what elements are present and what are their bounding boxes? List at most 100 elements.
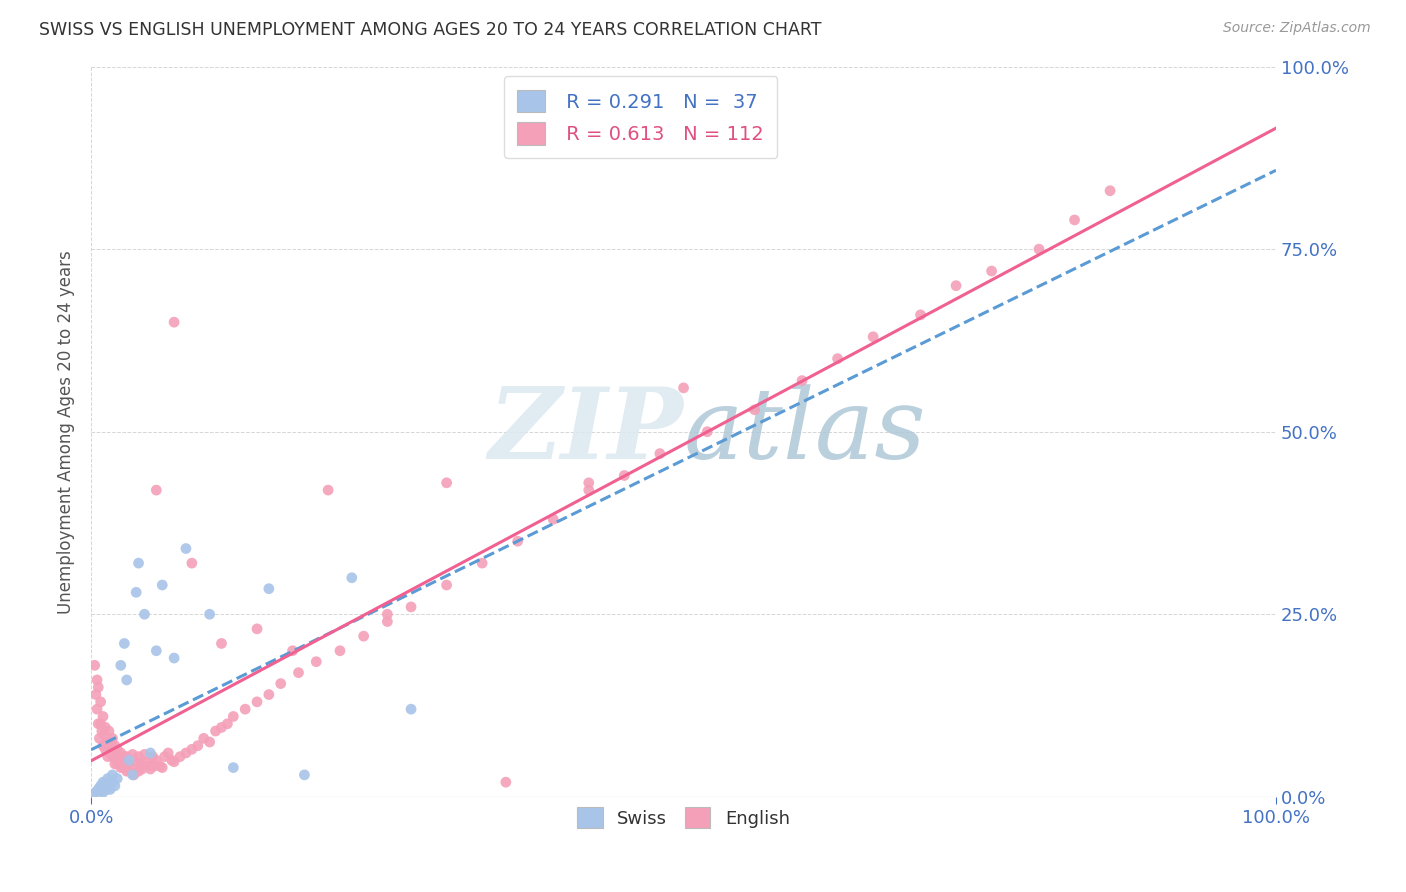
Point	[104, 779, 127, 793]
Point	[180, 556, 202, 570]
Point	[97, 772, 120, 786]
Point	[648, 447, 671, 461]
Point	[97, 724, 120, 739]
Point	[353, 629, 375, 643]
Point	[211, 720, 233, 734]
Point	[91, 709, 114, 723]
Point	[399, 599, 422, 614]
Legend: Swiss, English: Swiss, English	[569, 800, 797, 835]
Point	[83, 658, 105, 673]
Point	[120, 753, 142, 767]
Point	[100, 735, 122, 749]
Point	[399, 702, 422, 716]
Point	[134, 607, 156, 622]
Point	[1063, 213, 1085, 227]
Point	[329, 644, 352, 658]
Point	[105, 772, 128, 786]
Text: SWISS VS ENGLISH UNEMPLOYMENT AMONG AGES 20 TO 24 YEARS CORRELATION CHART: SWISS VS ENGLISH UNEMPLOYMENT AMONG AGES…	[39, 21, 823, 38]
Point	[136, 759, 159, 773]
Point	[93, 728, 115, 742]
Text: atlas: atlas	[683, 384, 927, 479]
Text: Source: ZipAtlas.com: Source: ZipAtlas.com	[1223, 21, 1371, 35]
Point	[193, 731, 215, 746]
Point	[89, 780, 111, 795]
Point	[217, 716, 239, 731]
Point	[471, 556, 494, 570]
Point	[110, 658, 132, 673]
Point	[90, 779, 112, 793]
Point	[163, 315, 186, 329]
Point	[89, 731, 111, 746]
Point	[744, 402, 766, 417]
Point	[117, 756, 139, 771]
Point	[101, 768, 124, 782]
Point	[145, 483, 167, 497]
Point	[436, 578, 458, 592]
Point	[142, 749, 165, 764]
Point	[160, 753, 183, 767]
Point	[125, 755, 148, 769]
Point	[104, 756, 127, 771]
Point	[91, 785, 114, 799]
Point	[112, 756, 135, 771]
Point	[121, 762, 143, 776]
Point	[97, 739, 120, 753]
Point	[305, 655, 328, 669]
Point	[150, 578, 173, 592]
Point	[145, 753, 167, 767]
Point	[139, 746, 162, 760]
Point	[111, 753, 134, 767]
Point	[90, 695, 112, 709]
Point	[211, 636, 233, 650]
Point	[118, 753, 141, 767]
Point	[153, 749, 176, 764]
Point	[115, 764, 138, 779]
Point	[103, 746, 125, 760]
Point	[87, 716, 110, 731]
Point	[131, 762, 153, 776]
Point	[110, 746, 132, 760]
Point	[87, 680, 110, 694]
Point	[316, 483, 339, 497]
Point	[129, 756, 152, 771]
Point	[142, 759, 165, 773]
Point	[83, 786, 105, 800]
Point	[112, 761, 135, 775]
Point	[86, 784, 108, 798]
Point	[112, 749, 135, 764]
Point	[121, 768, 143, 782]
Point	[94, 742, 117, 756]
Point	[98, 746, 121, 760]
Point	[174, 746, 197, 760]
Point	[270, 676, 292, 690]
Point	[101, 749, 124, 764]
Point	[436, 475, 458, 490]
Point	[105, 749, 128, 764]
Point	[495, 775, 517, 789]
Point	[169, 749, 191, 764]
Point	[222, 761, 245, 775]
Point	[198, 735, 221, 749]
Point	[233, 702, 256, 716]
Point	[84, 688, 107, 702]
Point	[222, 709, 245, 723]
Point	[90, 784, 112, 798]
Point	[246, 695, 269, 709]
Point	[945, 278, 967, 293]
Point	[910, 308, 932, 322]
Point	[180, 742, 202, 756]
Point	[125, 585, 148, 599]
Point	[163, 651, 186, 665]
Point	[377, 607, 399, 622]
Point	[105, 756, 128, 771]
Point	[115, 749, 138, 764]
Point	[93, 780, 115, 795]
Point	[578, 475, 600, 490]
Point	[541, 512, 564, 526]
Point	[86, 702, 108, 716]
Point	[110, 761, 132, 775]
Point	[790, 374, 813, 388]
Point	[613, 468, 636, 483]
Point	[96, 735, 118, 749]
Point	[340, 571, 363, 585]
